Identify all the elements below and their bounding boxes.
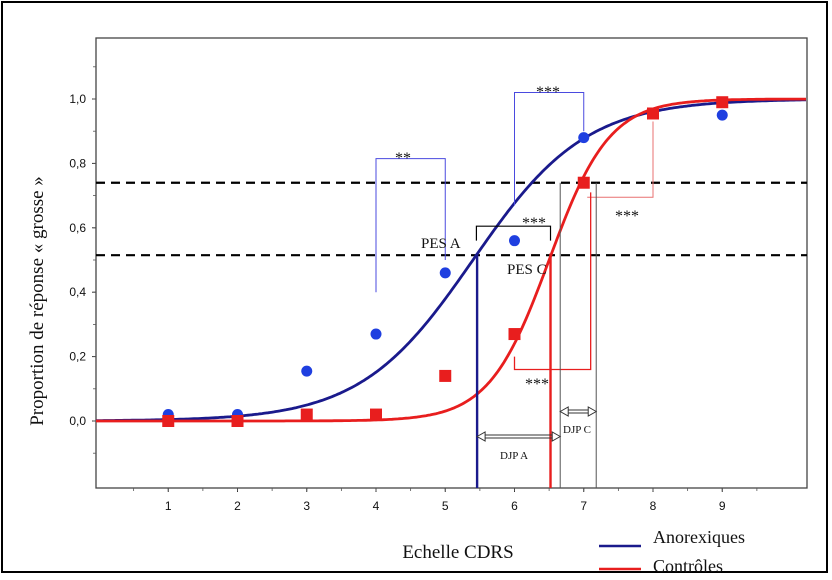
- fit-curves: [96, 97, 806, 423]
- arrow-head: [476, 431, 486, 442]
- point-anorexiques: [301, 365, 313, 377]
- y-tick-label: 0,6: [69, 221, 86, 235]
- y-tick-label: 1,0: [69, 92, 86, 106]
- point-anorexiques: [509, 235, 520, 247]
- point-controles: [300, 408, 313, 421]
- point-controles: [508, 328, 521, 341]
- legend: Anorexiques Contrôles: [599, 527, 745, 576]
- pes-a-label: PES A: [421, 236, 461, 252]
- point-anorexiques: [439, 267, 451, 279]
- bracket-6-7-red: [513, 192, 592, 371]
- legend-label-anorexiques: Anorexiques: [653, 527, 745, 547]
- arrow-head: [587, 406, 598, 417]
- y-tick-label: 0,4: [69, 285, 86, 299]
- point-controles: [370, 408, 382, 421]
- y-tick-label: 0,0: [69, 414, 86, 428]
- point-controles: [716, 96, 729, 109]
- point-anorexiques: [370, 328, 382, 340]
- sig-label-6-7-red: ***: [525, 376, 549, 393]
- djp-c-label: DJP C: [563, 424, 591, 436]
- x-tick-label: 9: [719, 499, 726, 513]
- y-axis-title: Proportion de réponse « grosse »: [27, 176, 48, 426]
- x-tick-label: 8: [650, 499, 657, 513]
- bracket-7-8: [587, 121, 654, 198]
- x-tick-label: 7: [580, 499, 587, 513]
- significance-brackets: [375, 92, 654, 488]
- x-tick-label: 6: [511, 499, 518, 513]
- point-anorexiques: [716, 109, 728, 121]
- point-controles: [577, 176, 590, 189]
- x-tick-label: 2: [234, 499, 241, 513]
- point-controles: [439, 369, 452, 382]
- djp-a-label: DJP A: [500, 450, 528, 462]
- sig-label-6-7: ***: [536, 84, 560, 101]
- bracket-6-7: [514, 92, 585, 206]
- point-controles: [162, 415, 175, 427]
- sig-label-pes: ***: [522, 215, 546, 232]
- chart: 0,00,20,40,60,81,01 2 3 4 5 6 7 8 9 PES A PES C …: [27, 37, 808, 576]
- djp-c-arrow: [559, 406, 598, 417]
- arrow-head: [559, 406, 569, 417]
- legend-label-controles: Contrôles: [653, 556, 723, 576]
- pes-c-label: PES C: [507, 262, 547, 278]
- point-anorexiques: [578, 132, 590, 144]
- sig-label-4-5: **: [395, 150, 411, 167]
- x-tick-label: 3: [303, 499, 310, 513]
- djp-a-arrow: [476, 431, 562, 442]
- plot-area: [96, 38, 807, 488]
- reference-lines: [96, 181, 807, 257]
- sig-label-7-8: ***: [615, 208, 639, 225]
- x-tick-label: 4: [373, 499, 380, 513]
- fit-curve-controles: [96, 97, 806, 423]
- bracket-pes: [475, 225, 552, 241]
- x-tick-label: 5: [442, 499, 449, 513]
- plot-border: [95, 37, 808, 489]
- point-controles: [231, 415, 244, 427]
- axes: 0,0 0,2 0,4 0,6 0,8 1,0 1 2 3 4 5 6 7 8 9: [69, 37, 808, 513]
- bracket-4-5: [375, 158, 446, 293]
- x-axis-title: Echelle CDRS: [402, 542, 513, 563]
- fit-curve-anorexiques: [96, 98, 806, 422]
- y-tick-label: 0,2: [69, 350, 86, 364]
- y-tick-label: 0,8: [69, 156, 86, 170]
- data-markers: [162, 96, 729, 427]
- point-controles: [647, 107, 659, 120]
- x-tick-label: 1: [165, 499, 172, 513]
- arrow-head: [551, 431, 562, 442]
